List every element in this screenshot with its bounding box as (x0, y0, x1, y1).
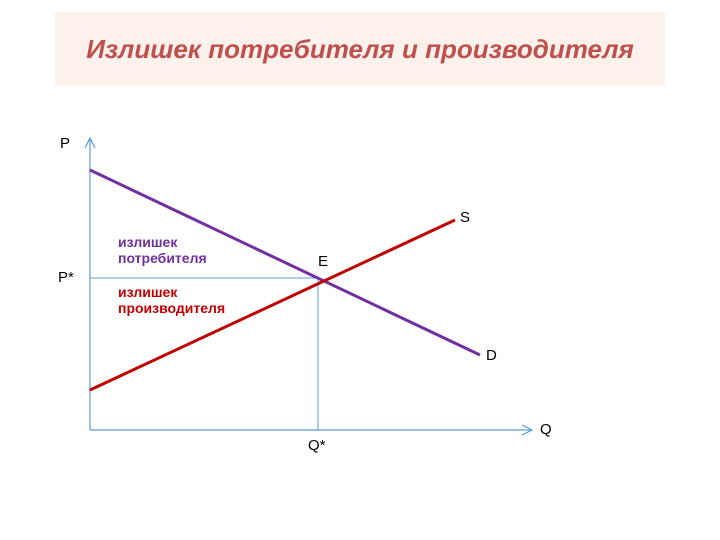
producer-surplus-label: излишек производителя (118, 284, 228, 316)
label-P-star: P* (58, 270, 74, 287)
page-title: Излишек потребителя и производителя (86, 33, 634, 66)
label-P: P (60, 136, 70, 153)
label-D: D (486, 348, 497, 365)
label-E: E (318, 254, 328, 271)
consumer-surplus-label: излишек потребителя (118, 234, 228, 266)
label-S: S (460, 210, 470, 227)
surplus-chart: P Q P* Q* E S D излишек потребителя изли… (60, 130, 570, 480)
label-Q-star: Q* (308, 438, 326, 455)
label-Q: Q (540, 422, 552, 439)
title-banner: Излишек потребителя и производителя (55, 12, 665, 86)
